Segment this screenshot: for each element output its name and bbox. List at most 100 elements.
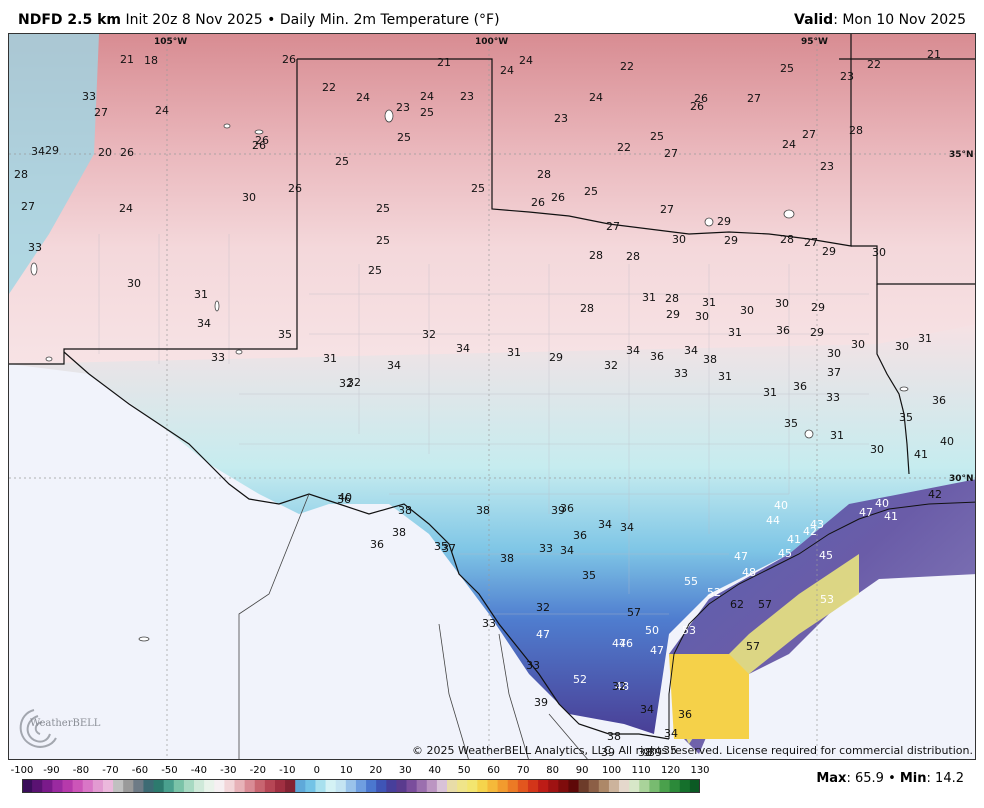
temperature-label: 57: [746, 640, 760, 653]
colorbar-tick: 30: [398, 765, 412, 776]
state-borders: [9, 34, 975, 475]
colorbar-swatch: [42, 779, 53, 793]
temperature-label: 30: [242, 191, 256, 204]
temperature-label: 35: [899, 411, 913, 424]
colorbar-swatch: [22, 779, 33, 793]
temperature-label: 24: [356, 91, 370, 104]
colorbar-swatch: [264, 779, 276, 793]
temperature-label: 43: [810, 518, 824, 531]
temperature-label: 34: [664, 727, 678, 740]
colorbar-swatch: [649, 779, 660, 793]
temperature-label: 32: [347, 376, 361, 389]
valid-time: Valid: Mon 10 Nov 2025: [794, 12, 966, 28]
colorbar-swatch: [345, 779, 357, 793]
temperature-label: 30: [870, 443, 884, 456]
temperature-label: 31: [763, 386, 777, 399]
colorbar-swatch: [457, 779, 468, 793]
colorbar-swatch: [335, 779, 347, 793]
temperature-label: 22: [620, 60, 634, 73]
colorbar-swatch: [254, 779, 266, 793]
temperature-label: 29: [811, 301, 825, 314]
temperature-label: 46: [619, 637, 633, 650]
temperature-label: 27: [660, 203, 674, 216]
temperature-label: 20: [98, 146, 112, 159]
temperature-label: 47: [650, 644, 664, 657]
graticule-lines: [9, 34, 975, 759]
colorbar-swatch: [52, 779, 63, 793]
field-name: Daily Min. 2m Temperature (°F): [279, 12, 500, 28]
colorbar-tick: -90: [43, 765, 60, 776]
colorbar-swatch: [274, 779, 286, 793]
temperature-label: 31: [194, 288, 208, 301]
valid-value: : Mon 10 Nov 2025: [833, 12, 966, 28]
temperature-label: 25: [368, 264, 382, 277]
colorbar-swatch: [366, 779, 377, 793]
temperature-label: 25: [650, 130, 664, 143]
colorbar-tick: 40: [428, 765, 442, 776]
colorbar-tick: 0: [313, 765, 320, 776]
temperature-label: 45: [819, 549, 833, 562]
colorbar-tick: 110: [631, 765, 651, 776]
temperature-label: 21: [927, 48, 941, 61]
temperature-label: 31: [718, 370, 732, 383]
lat-label: 35°N: [949, 150, 974, 160]
temperature-label: 41: [787, 533, 801, 546]
colorbar-tick-labels: -100 -90 -80 -70 -60 -50 -40 -30 -20 -10 0 10 20 30 40…: [10, 765, 710, 777]
colorbar-outline: [22, 779, 700, 793]
temperature-label: 38: [398, 504, 412, 517]
temperature-label: 55: [684, 575, 698, 588]
temperature-label: 24: [500, 64, 514, 77]
temperature-label: 33: [539, 542, 553, 555]
colorbar-swatch: [72, 779, 84, 793]
colorbar-swatch: [639, 779, 650, 793]
temperature-label: 23: [820, 160, 834, 173]
temperature-label: 23: [554, 112, 568, 125]
temperature-label: 37: [442, 542, 456, 555]
temperature-label: 33: [82, 90, 96, 103]
county-lines: [98, 234, 869, 615]
temperature-label: 30: [740, 304, 754, 317]
colorbar-swatch: [659, 779, 671, 793]
temperature-label: 34: [640, 703, 654, 716]
colorbar-swatch: [588, 779, 600, 793]
temperature-label: 32: [339, 377, 353, 390]
temperature-label: 36: [776, 324, 790, 337]
temperature-label: 21: [437, 56, 451, 69]
new-mexico-west-cold-area: [9, 34, 99, 294]
temperature-label: 33: [211, 351, 225, 364]
temperature-label: 29: [45, 144, 59, 157]
temperature-label: 30: [127, 277, 141, 290]
colorbar-swatch: [527, 779, 539, 793]
temperature-label: 34: [626, 344, 640, 357]
colorbar-tick: -10: [279, 765, 296, 776]
temperature-label: 34: [598, 518, 612, 531]
temperature-label: 30: [672, 233, 686, 246]
temperature-label: 36: [793, 380, 807, 393]
colorbar-swatch: [194, 779, 205, 793]
temperature-label: 33: [826, 391, 840, 404]
colorbar-swatch: [679, 779, 691, 793]
colorbar-swatch: [214, 779, 225, 793]
temperature-label: 28: [626, 250, 640, 263]
temperature-label: 47: [536, 628, 550, 641]
temperature-label: 53: [820, 593, 834, 606]
texas-shading: [9, 324, 975, 734]
temperature-label: 38: [607, 730, 621, 743]
colorbar-swatch: [204, 779, 215, 793]
temperature-label: 23: [396, 101, 410, 114]
temperature-label: 25: [397, 131, 411, 144]
colorbar-swatch: [234, 779, 246, 793]
temperature-label: 40: [875, 497, 889, 510]
map-canvas: 105°W 100°W 95°W 35°N 30°N 21 18 26 21 24 24 2…: [9, 34, 975, 759]
temperature-label: 23: [840, 70, 854, 83]
colorbar-swatch: [295, 779, 306, 793]
colorbar-swatch: [396, 779, 407, 793]
temperature-label: 30: [695, 310, 709, 323]
colorbar-swatch: [426, 779, 438, 793]
temperature-label: 27: [21, 200, 35, 213]
temperature-label: 29: [822, 245, 836, 258]
temperature-label: 26: [255, 134, 269, 147]
temperature-label: 28: [537, 168, 551, 181]
temperature-label: 28: [780, 233, 794, 246]
temperature-label: 32: [612, 680, 626, 693]
